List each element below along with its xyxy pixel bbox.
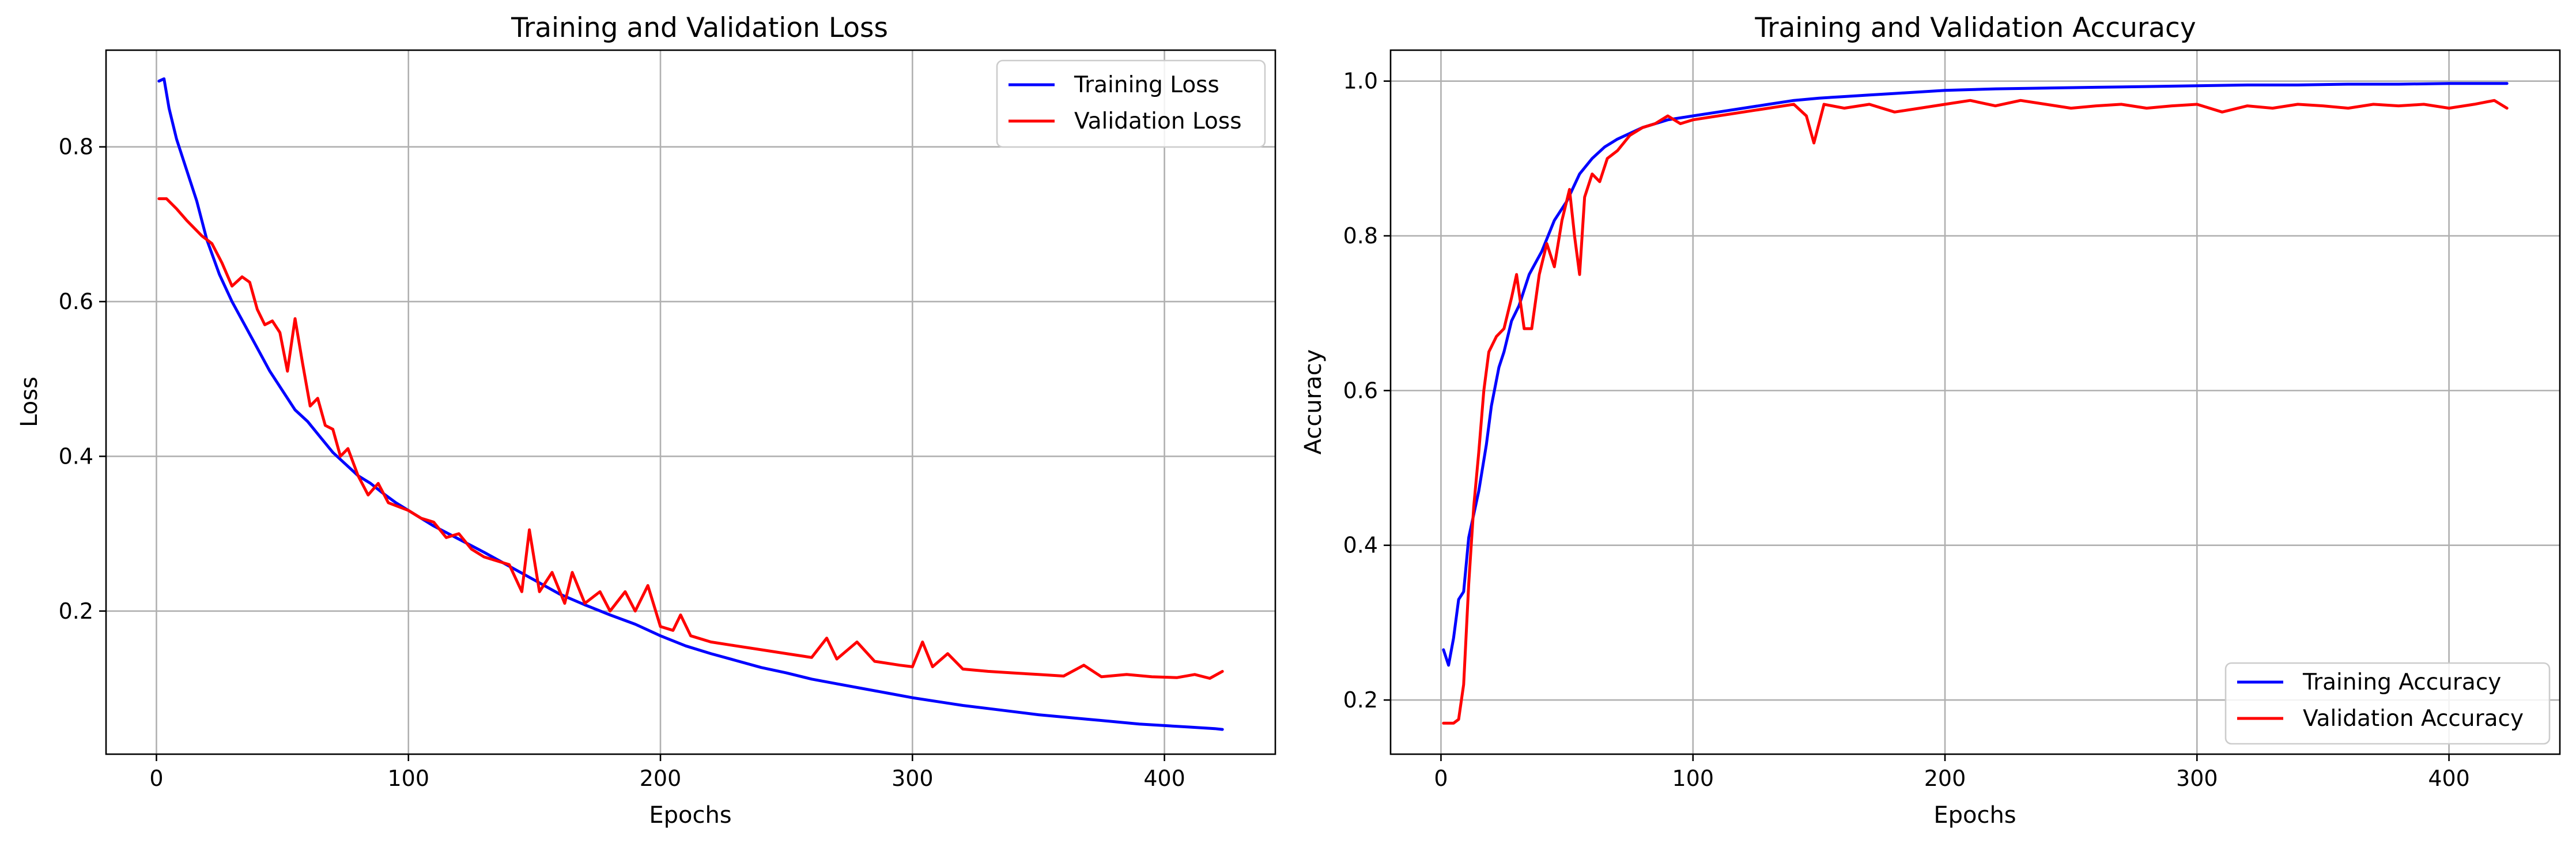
accuracy-x-tick-label: 100 <box>1672 766 1714 791</box>
loss-y-tick-label: 0.6 <box>59 289 93 314</box>
accuracy-y-axis-label: Accuracy <box>1300 349 1327 455</box>
loss-chart: Training and Validation Loss 0 100 200 300 4… <box>16 12 1276 829</box>
loss-x-tick-label: 200 <box>640 766 682 791</box>
accuracy-plot-frame <box>1389 49 2561 755</box>
loss-legend-label-training: Training Loss <box>1074 72 1219 98</box>
accuracy-y-tick-label: 0.8 <box>1343 223 1378 249</box>
accuracy-y-tick-label: 0.4 <box>1343 533 1378 558</box>
accuracy-legend-box <box>2224 662 2551 745</box>
loss-x-tick-label: 100 <box>387 766 429 791</box>
loss-y-tick-label: 0.4 <box>59 443 93 469</box>
accuracy-x-axis-label: Epochs <box>1933 802 2016 829</box>
accuracy-grid <box>1391 50 2560 754</box>
accuracy-y-tick-label: 1.0 <box>1343 69 1378 94</box>
loss-x-tick-label: 0 <box>149 766 163 791</box>
accuracy-y-tick-label: 0.2 <box>1343 687 1378 713</box>
accuracy-legend-label-validation: Validation Accuracy <box>2303 706 2524 732</box>
accuracy-x-tick-label: 200 <box>1924 766 1966 791</box>
accuracy-chart: Training and Validation Accuracy 0 100 200… <box>1300 12 2561 829</box>
loss-plot-frame <box>105 49 1276 755</box>
loss-validation-line <box>157 197 1224 680</box>
accuracy-legend: Training Accuracy Validation Accuracy <box>2224 662 2551 745</box>
accuracy-ticks: 0 100 200 300 400 0.2 0.4 0.6 0.8 1.0 <box>1343 69 2470 791</box>
loss-y-tick-label: 0.2 <box>59 598 93 624</box>
loss-x-axis-label: Epochs <box>649 802 731 829</box>
accuracy-x-tick-label: 400 <box>2428 766 2470 791</box>
accuracy-chart-title: Training and Validation Accuracy <box>1754 12 2196 44</box>
loss-series <box>157 77 1224 731</box>
accuracy-x-tick-label: 0 <box>1434 766 1448 791</box>
loss-x-tick-label: 300 <box>892 766 934 791</box>
accuracy-legend-label-training: Training Accuracy <box>2302 669 2501 695</box>
loss-training-line <box>157 77 1224 731</box>
accuracy-series <box>1442 82 2509 725</box>
loss-chart-title: Training and Validation Loss <box>511 12 888 44</box>
accuracy-validation-line <box>1442 99 2509 725</box>
loss-ticks: 0 100 200 300 400 0.2 0.4 0.6 0.8 <box>59 134 1185 791</box>
accuracy-x-tick-label: 300 <box>2176 766 2218 791</box>
loss-y-axis-label: Loss <box>16 377 43 427</box>
loss-y-tick-label: 0.8 <box>59 134 93 160</box>
loss-x-tick-label: 400 <box>1143 766 1185 791</box>
loss-legend-label-validation: Validation Loss <box>1074 108 1242 134</box>
loss-legend: Training Loss Validation Loss <box>996 59 1266 148</box>
accuracy-y-tick-label: 0.6 <box>1343 378 1378 403</box>
loss-legend-box <box>996 59 1266 148</box>
